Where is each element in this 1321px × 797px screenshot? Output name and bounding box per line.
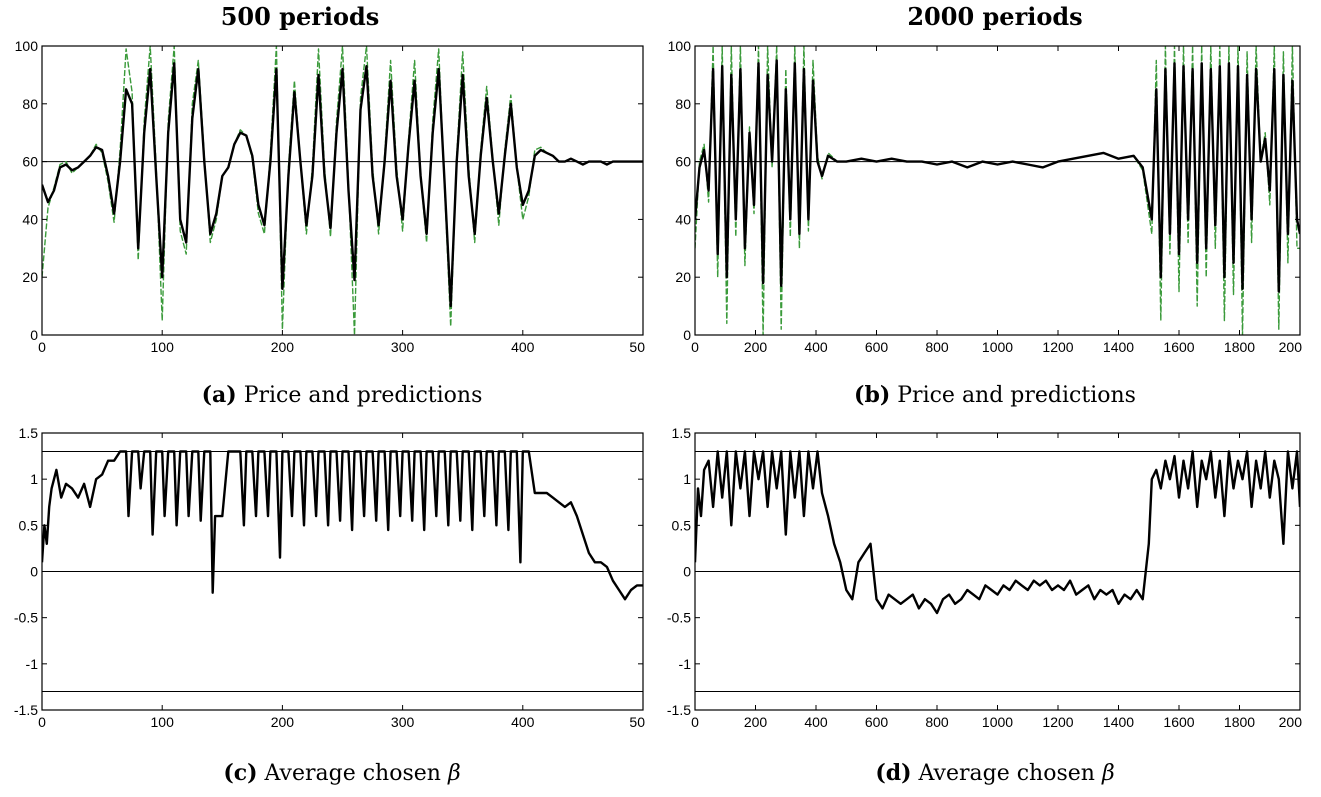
x-tick-label-b-4: 800 xyxy=(925,339,949,355)
x-tick-label-d-0: 0 xyxy=(691,714,699,730)
y-tick-label-c-3: 0 xyxy=(30,564,38,580)
caption-b-text: Price and predictions xyxy=(897,383,1136,408)
x-tick-label-d-5: 1000 xyxy=(982,714,1013,730)
x-tick-label-d-6: 1200 xyxy=(1042,714,1073,730)
x-tick-label-d-2: 400 xyxy=(804,714,828,730)
x-tick-label-a-0: 0 xyxy=(38,339,46,355)
y-tick-label-b-2: 40 xyxy=(675,211,691,227)
plot-b: 0 200 400 600 800 1000 1200 1400 1600 1800 2000204… xyxy=(668,38,1303,355)
title-2000-periods: 2000 periods xyxy=(907,2,1083,31)
x-tick-label-b-10: 200 xyxy=(1279,339,1303,355)
x-tick-label-d-9: 1800 xyxy=(1224,714,1255,730)
x-tick-label-a-3: 300 xyxy=(391,339,415,355)
plot-c: 0 100 200 300 400 50 -1.5 -1 -0.5 0 0.5 1 1.5 xyxy=(14,425,645,730)
plot-frame-a xyxy=(41,45,644,336)
y-tick-label-d-6: 1.5 xyxy=(672,425,692,441)
series-average_beta-c xyxy=(42,450,643,601)
y-tick-label-b-0: 0 xyxy=(683,327,691,343)
y-tick-label-c-1: -1 xyxy=(26,656,39,672)
y-tick-label-b-5: 100 xyxy=(668,38,692,54)
y-tick-label-a-2: 40 xyxy=(22,211,38,227)
series-average_beta-d xyxy=(695,450,1300,615)
x-tick-label-a-1: 100 xyxy=(151,339,175,355)
y-tick-label-a-0: 0 xyxy=(30,327,38,343)
x-tick-label-b-8: 1600 xyxy=(1163,339,1194,355)
x-tick-label-b-5: 1000 xyxy=(982,339,1013,355)
caption-c: (c) Average chosen β xyxy=(92,760,592,786)
x-tick-label-a-4: 400 xyxy=(511,339,535,355)
y-tick-label-a-1: 20 xyxy=(22,269,38,285)
y-tick-label-b-3: 60 xyxy=(675,154,691,170)
x-tick-label-c-2: 200 xyxy=(271,714,295,730)
y-tick-label-d-3: 0 xyxy=(683,564,691,580)
x-tick-label-b-9: 1800 xyxy=(1224,339,1255,355)
caption-b-label: (b) xyxy=(854,382,891,408)
plot-d: 0 200 400 600 800 1000 1200 1400 1600 1800 200 -1.5… xyxy=(667,425,1302,730)
x-tick-label-d-8: 1600 xyxy=(1163,714,1194,730)
y-tick-label-d-1: -1 xyxy=(679,656,692,672)
title-500-periods: 500 periods xyxy=(220,2,380,31)
x-tick-label-b-7: 1400 xyxy=(1103,339,1134,355)
caption-d-label: (d) xyxy=(875,760,912,786)
caption-a: (a) Price and predictions xyxy=(92,382,592,408)
caption-d: (d) Average chosen β xyxy=(745,760,1245,786)
y-tick-label-d-2: -0.5 xyxy=(667,610,691,626)
x-tick-label-b-2: 400 xyxy=(804,339,828,355)
y-tick-label-a-5: 100 xyxy=(15,38,39,54)
x-tick-label-a-2: 200 xyxy=(271,339,295,355)
y-tick-label-d-4: 0.5 xyxy=(672,517,692,533)
caption-d-beta: β xyxy=(1101,761,1115,786)
x-tick-label-d-7: 1400 xyxy=(1103,714,1134,730)
y-tick-label-d-5: 1 xyxy=(683,471,691,487)
series-price-b xyxy=(695,59,1300,293)
x-tick-label-c-3: 300 xyxy=(391,714,415,730)
caption-d-text: Average chosen xyxy=(918,761,1095,786)
caption-a-text: Price and predictions xyxy=(243,383,483,408)
x-tick-label-b-3: 600 xyxy=(865,339,889,355)
y-tick-label-c-4: 0.5 xyxy=(19,517,39,533)
x-tick-label-c-4: 400 xyxy=(511,714,535,730)
caption-c-beta: β xyxy=(447,761,461,786)
caption-a-label: (a) xyxy=(201,382,237,408)
x-tick-label-b-1: 200 xyxy=(744,339,768,355)
x-tick-label-d-4: 800 xyxy=(925,714,949,730)
x-tick-label-c-5: 50 xyxy=(629,714,645,730)
x-tick-label-d-10: 200 xyxy=(1279,714,1303,730)
y-tick-label-b-1: 20 xyxy=(675,269,691,285)
y-tick-label-d-0: -1.5 xyxy=(667,702,691,718)
x-tick-label-c-0: 0 xyxy=(38,714,46,730)
y-tick-label-c-2: -0.5 xyxy=(14,610,38,626)
series-price-a xyxy=(42,62,643,308)
y-tick-label-a-3: 60 xyxy=(22,154,38,170)
caption-c-label: (c) xyxy=(223,760,258,786)
x-tick-label-a-5: 50 xyxy=(629,339,645,355)
y-tick-label-c-5: 1 xyxy=(30,471,38,487)
caption-b: (b) Price and predictions xyxy=(745,382,1245,408)
y-tick-label-c-0: -1.5 xyxy=(14,702,38,718)
y-tick-label-c-6: 1.5 xyxy=(19,425,39,441)
x-tick-label-b-0: 0 xyxy=(691,339,699,355)
x-tick-label-d-3: 600 xyxy=(865,714,889,730)
caption-c-text: Average chosen xyxy=(264,761,441,786)
x-tick-label-c-1: 100 xyxy=(151,714,175,730)
y-tick-label-b-4: 80 xyxy=(675,96,691,112)
x-tick-label-d-1: 200 xyxy=(744,714,768,730)
x-tick-label-b-6: 1200 xyxy=(1042,339,1073,355)
y-tick-label-a-4: 80 xyxy=(22,96,38,112)
